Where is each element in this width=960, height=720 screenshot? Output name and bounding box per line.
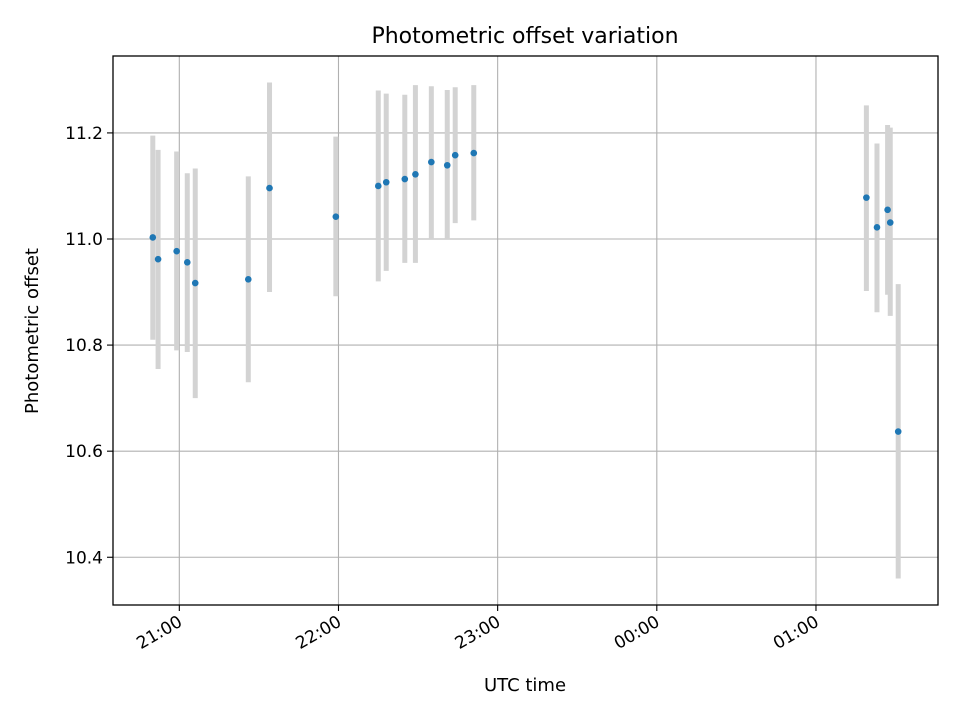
y-axis-label: Photometric offset [22, 248, 43, 414]
data-point [401, 175, 409, 183]
data-point [863, 194, 870, 201]
y-tick-label: 10.8 [65, 336, 103, 356]
chart-title: Photometric offset variation [371, 24, 678, 49]
plot-frame [112, 55, 939, 606]
data-point [266, 184, 273, 192]
data-point [173, 247, 180, 255]
data-point [428, 158, 435, 166]
x-axis-label: UTC time [484, 675, 566, 696]
data-point [154, 255, 162, 263]
y-tick-label: 10.6 [65, 442, 103, 462]
data-point [183, 259, 191, 266]
data-point [374, 182, 382, 190]
y-tick-label: 10.4 [65, 548, 103, 568]
data-point [470, 149, 478, 157]
data-point [894, 428, 902, 435]
data-point [886, 219, 894, 226]
y-tick-label: 11.0 [65, 230, 103, 250]
data-point [191, 279, 199, 287]
data-point [443, 161, 451, 169]
data-point [382, 178, 390, 186]
data-point [412, 170, 419, 178]
data-point [149, 234, 157, 241]
y-axis-ticks: 10.4 10.6 10.8 11.0 11.2 [65, 124, 113, 568]
data-point [884, 206, 891, 214]
y-tick-label: 11.2 [65, 124, 103, 144]
data-point [332, 213, 340, 221]
data-point [244, 276, 252, 283]
data-point [873, 224, 881, 231]
data-point [451, 151, 459, 159]
data-points [149, 149, 902, 435]
